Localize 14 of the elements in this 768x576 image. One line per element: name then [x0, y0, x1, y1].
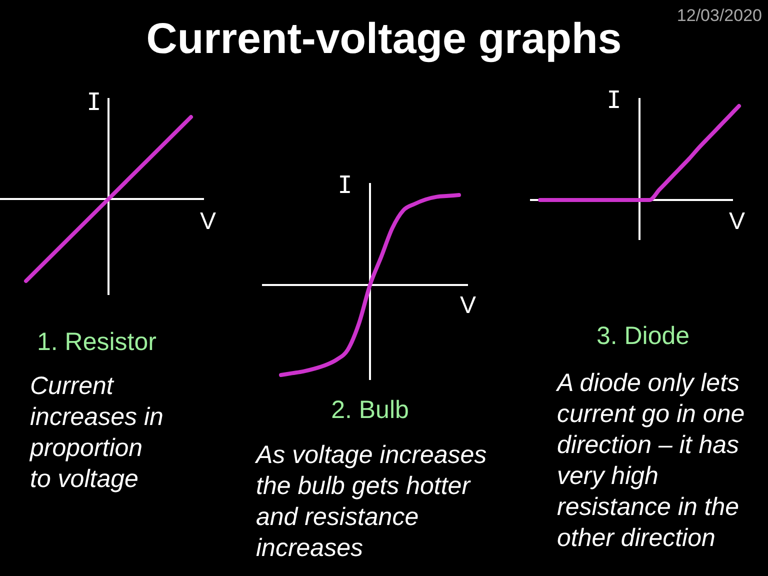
y-axis-title: I	[338, 171, 352, 199]
text: A diode only lets current go in one direction – it has very high resistance in the other direction	[555, 369, 745, 552]
y-axis-title: I	[606, 86, 622, 114]
text: 12/03/2020	[676, 6, 762, 25]
x-axis-title: V	[728, 208, 746, 235]
text: As voltage increases the bulb gets hotter and resistance increases	[254, 441, 487, 562]
x-axis-title: V	[460, 292, 476, 319]
text: Current increases in proportion to voltage	[29, 372, 164, 493]
x-axis-title: V	[200, 208, 216, 235]
text: 2. Bulb	[331, 396, 409, 424]
text: 3. Diode	[596, 322, 690, 350]
text: 1. Resistor	[37, 328, 156, 356]
text: Current-voltage graphs	[146, 15, 622, 63]
y-axis-title: I	[86, 88, 102, 116]
